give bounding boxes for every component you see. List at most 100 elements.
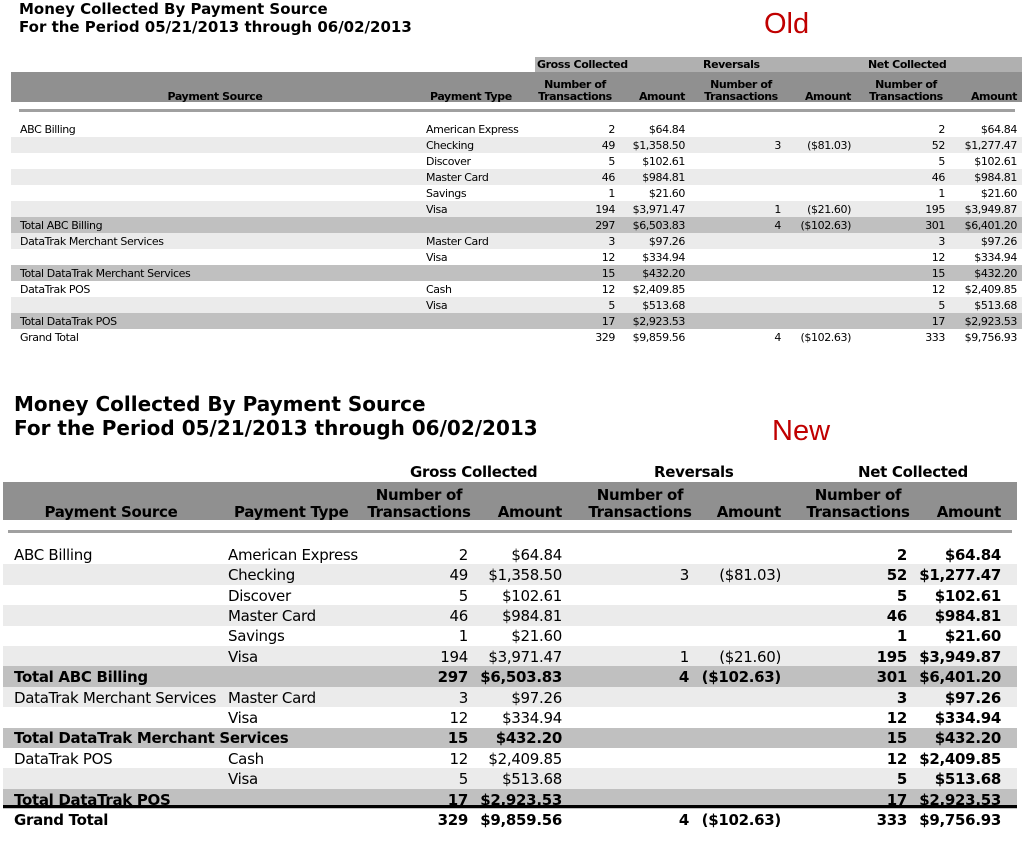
group-header: Gross Collected (410, 463, 538, 481)
gross-amt-cell: $2,409.85 (632, 282, 686, 296)
payment-source-cell: Total ABC Billing (20, 218, 103, 232)
header-separator (8, 530, 1012, 533)
payment-source-cell: Total DataTrak Merchant Services (14, 729, 289, 748)
column-header-bg (3, 482, 1017, 520)
amount-header: Amount (936, 503, 1002, 521)
amount-header: Amount (716, 503, 782, 521)
subtotal-row (11, 217, 1022, 233)
new-report-title: Money Collected By Payment Source For th… (14, 392, 538, 440)
num-transactions-header-line1: Number of (596, 486, 684, 504)
subtotal-row (11, 313, 1022, 329)
gross-n-cell: 5 (458, 770, 469, 789)
payment-type-cell: Savings (228, 627, 285, 646)
net-n-cell: 52 (886, 566, 908, 585)
rev-amt-cell: ($81.03) (719, 566, 781, 585)
payment-type-cell: Discover (228, 586, 291, 605)
old-report-title: Money Collected By Payment Source For th… (19, 0, 412, 36)
payment-type-cell: Visa (228, 647, 258, 666)
gross-amt-cell: $9,859.56 (632, 330, 686, 344)
gross-n-cell: 17 (601, 314, 616, 328)
net-amt-cell: $102.61 (974, 154, 1017, 168)
net-amt-cell: $3,949.87 (919, 647, 1001, 666)
gross-amt-cell: $432.20 (495, 729, 563, 748)
table-row (3, 564, 1017, 585)
net-amt-cell: $2,923.53 (964, 314, 1018, 328)
net-n-cell: 52 (931, 138, 946, 152)
net-n-cell: 17 (931, 314, 946, 328)
table-row (3, 768, 1017, 789)
group-header: Net Collected (868, 58, 947, 71)
payment-source-cell: Grand Total (14, 810, 109, 829)
net-amt-cell: $1,277.47 (964, 138, 1018, 152)
net-n-cell: 17 (886, 790, 908, 809)
rev-n-cell: 1 (679, 647, 690, 666)
num-transactions-header-line1: Number of (710, 78, 772, 91)
table-row (3, 605, 1017, 626)
net-amt-cell: $432.20 (974, 266, 1017, 280)
net-n-cell: 15 (931, 266, 946, 280)
group-header: Gross Collected (537, 58, 628, 71)
gross-amt-cell: $513.68 (642, 298, 685, 312)
net-amt-cell: $97.26 (980, 234, 1017, 248)
gross-amt-cell: $2,923.53 (480, 790, 562, 809)
net-amt-cell: $984.81 (934, 606, 1002, 625)
gross-amt-cell: $1,358.50 (488, 566, 562, 585)
num-transactions-header-line1: Number of (375, 486, 463, 504)
payment-type-cell: Master Card (228, 606, 316, 625)
rev-amt-cell: ($102.63) (701, 668, 782, 687)
net-n-cell: 5 (896, 586, 907, 605)
gross-n-cell: 46 (601, 170, 616, 184)
net-n-cell: 333 (925, 330, 945, 344)
net-amt-cell: $2,923.53 (919, 790, 1001, 809)
num-transactions-header-line2: Transactions (704, 90, 778, 103)
amount-header: Amount (970, 90, 1017, 103)
gross-amt-cell: $6,503.83 (632, 218, 686, 232)
header-separator (19, 109, 1015, 112)
net-amt-cell: $1,277.47 (919, 566, 1001, 585)
net-amt-cell: $9,756.93 (964, 330, 1018, 344)
rev-amt-cell: ($102.63) (701, 810, 782, 829)
subtotal-row (11, 265, 1022, 281)
net-amt-cell: $513.68 (934, 770, 1002, 789)
gross-amt-cell: $2,409.85 (488, 749, 562, 768)
subtotal-row (3, 788, 1017, 810)
table-row (3, 646, 1017, 667)
gross-n-cell: 12 (449, 708, 469, 727)
gross-n-cell: 49 (449, 566, 469, 585)
net-n-cell: 2 (896, 545, 907, 564)
net-n-cell: 5 (938, 298, 945, 312)
net-amt-cell: $9,756.93 (919, 810, 1001, 829)
net-amt-cell: $6,401.20 (919, 668, 1001, 687)
net-amt-cell: $64.84 (944, 545, 1001, 564)
gross-n-cell: 2 (458, 545, 469, 564)
new-title-line2: For the Period 05/21/2013 through 06/02/… (14, 416, 538, 440)
net-n-cell: 3 (938, 234, 945, 248)
payment-type-cell: Master Card (228, 688, 316, 707)
gross-n-cell: 17 (447, 790, 469, 809)
gross-amt-cell: $9,859.56 (480, 810, 562, 829)
gross-amt-cell: $1,358.50 (632, 138, 686, 152)
gross-amt-cell: $21.60 (648, 186, 685, 200)
gross-n-cell: 12 (601, 250, 616, 264)
gross-n-cell: 15 (447, 729, 469, 748)
subtotal-row (3, 666, 1017, 687)
rev-amt-cell: ($102.63) (800, 218, 852, 232)
payment-type-cell: Savings (426, 186, 467, 200)
net-n-cell: 333 (876, 810, 908, 829)
net-n-cell: 3 (896, 688, 907, 707)
net-n-cell: 301 (876, 668, 908, 687)
gross-n-cell: 3 (608, 234, 615, 248)
net-n-cell: 15 (886, 729, 908, 748)
gross-amt-cell: $97.26 (511, 688, 562, 707)
rev-n-cell: 4 (678, 668, 689, 687)
rev-amt-cell: ($21.60) (807, 202, 851, 216)
payment-type-cell: Checking (426, 138, 474, 152)
payment-type-cell: Master Card (426, 170, 489, 184)
num-transactions-header-line1: Number of (544, 78, 606, 91)
payment-type-cell: Visa (228, 708, 258, 727)
net-n-cell: 12 (931, 282, 946, 296)
gross-amt-cell: $3,971.47 (632, 202, 686, 216)
net-n-cell: 1 (938, 186, 945, 200)
rev-n-cell: 3 (774, 138, 781, 152)
num-transactions-header-line2: Transactions (538, 90, 612, 103)
